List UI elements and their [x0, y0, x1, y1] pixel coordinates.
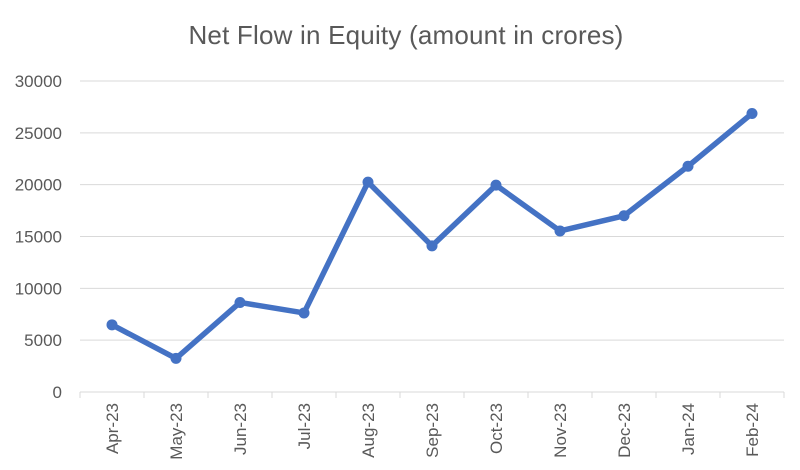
y-tick-label: 10000: [15, 279, 62, 298]
y-tick-label: 15000: [15, 228, 62, 247]
chart-title: Net Flow in Equity (amount in crores): [188, 20, 624, 50]
y-tick-label: 0: [53, 383, 62, 402]
x-tick-label: Jun-23: [231, 403, 250, 455]
y-tick-label: 20000: [15, 176, 62, 195]
x-tick-label: Nov-23: [551, 403, 570, 458]
y-tick-label: 5000: [24, 331, 62, 350]
data-point: [426, 240, 438, 252]
x-tick-label: Dec-23: [615, 403, 634, 458]
series-line: [109, 110, 755, 362]
data-point: [170, 352, 182, 364]
x-tick-label: Jan-24: [679, 403, 698, 455]
data-point: [298, 307, 310, 319]
x-tick-label: May-23: [167, 403, 186, 460]
data-point: [106, 319, 118, 331]
data-point: [490, 179, 502, 191]
y-tick-label: 30000: [15, 72, 62, 91]
x-tick-label: Apr-23: [103, 403, 122, 454]
x-tick-label: Feb-24: [743, 403, 762, 457]
data-point: [618, 210, 630, 222]
y-tick-label: 25000: [15, 124, 62, 143]
x-tick-label: Oct-23: [487, 403, 506, 454]
data-point: [554, 225, 566, 237]
data-point: [362, 176, 374, 188]
data-point: [746, 107, 758, 119]
data-point: [234, 296, 246, 308]
x-tick-label: Sep-23: [423, 403, 442, 458]
data-point: [682, 160, 694, 172]
x-tick-label: Jul-23: [295, 403, 314, 449]
x-tick-label: Aug-23: [359, 403, 378, 458]
